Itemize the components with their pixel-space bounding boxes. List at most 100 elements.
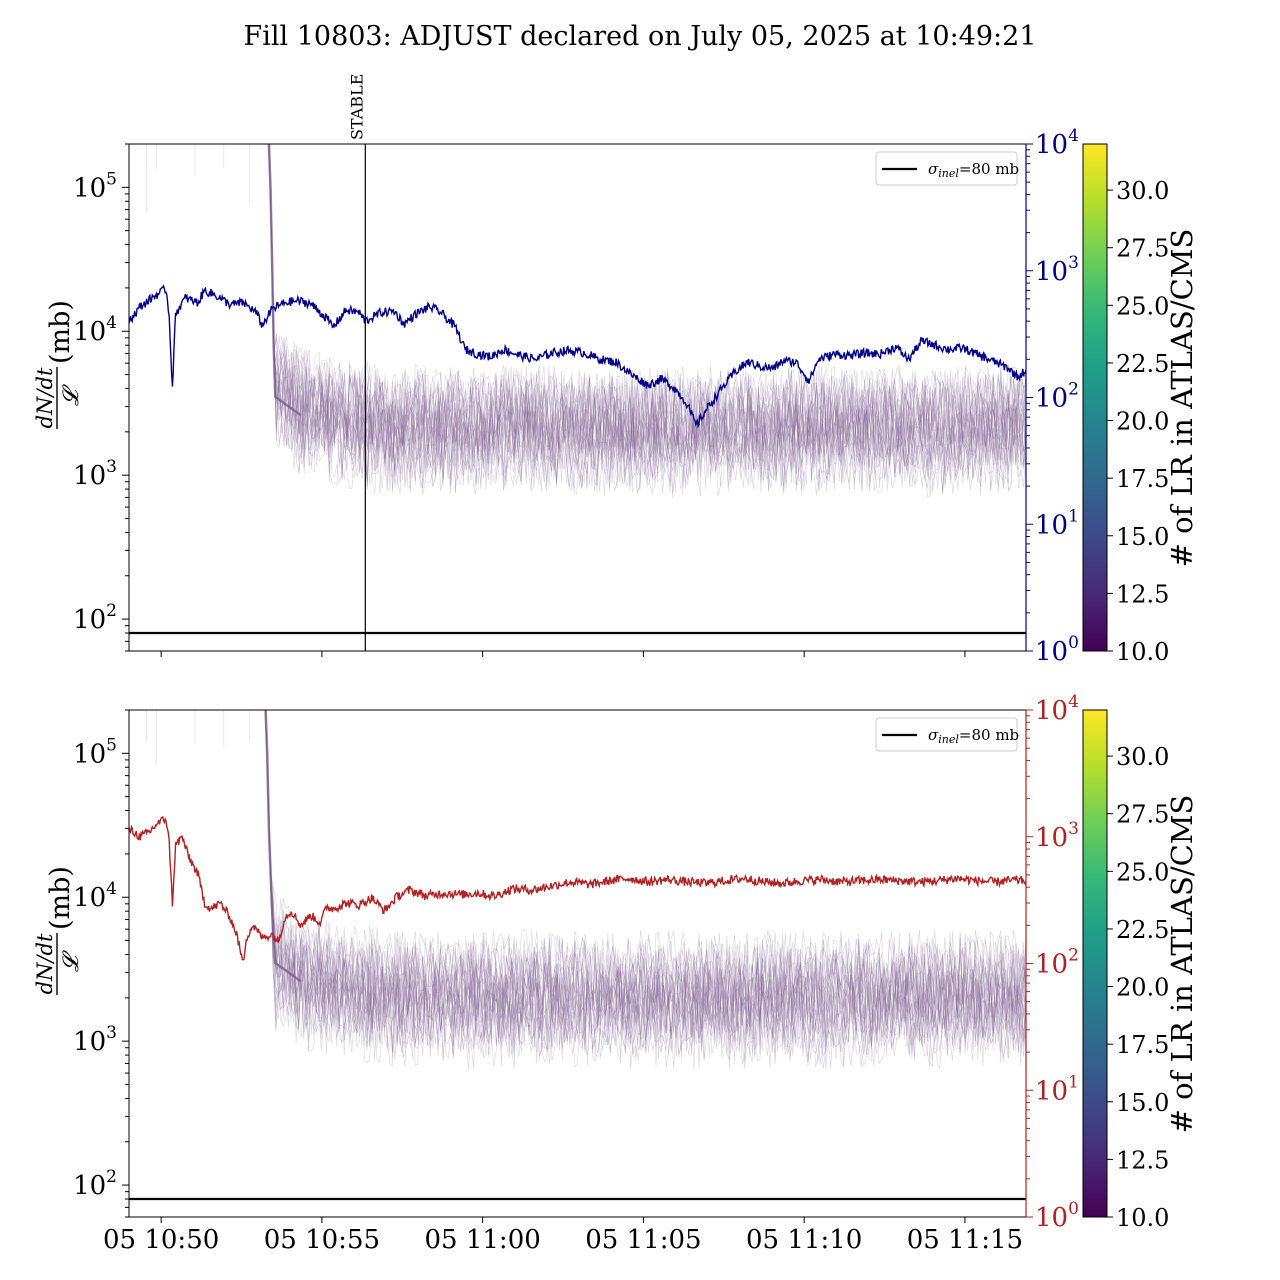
y-tick-label: 105	[73, 169, 117, 203]
colorbar-gradient	[1082, 709, 1108, 1218]
y2-tick-label: 102	[1035, 946, 1079, 980]
colorbar-tick-label: 17.5	[1116, 465, 1169, 493]
y2-tick-label: 102	[1035, 380, 1079, 414]
lr-trace	[265, 710, 1026, 1063]
y2-tick-label: 100	[1035, 633, 1079, 667]
lr-trace	[268, 144, 1026, 492]
lr-trace	[265, 710, 1026, 1039]
colorbar-tick-label: 12.5	[1116, 1146, 1169, 1174]
lr-trace	[268, 144, 1026, 456]
y-ticks-bottom: 102 103 104 105	[73, 709, 129, 1218]
y2-tick-label: 100	[1035, 1199, 1079, 1233]
ylabel-denominator: 𝓛	[59, 950, 84, 972]
colorbar-tick-label: 30.0	[1116, 743, 1169, 771]
lr-trace	[268, 144, 1026, 480]
ylabel-numerator: dN/dt	[33, 367, 57, 428]
colorbar-ticks: 10.0 12.5 15.0 17.5 20.0 22.5 25.0 27.5 30.0	[1107, 743, 1169, 1232]
x-ticks-bottom: 05 10:50 05 10:55 05 11:00 05 11:05 05 11:10…	[103, 1217, 1023, 1255]
colorbar-tick-label: 17.5	[1116, 1031, 1169, 1059]
x-tick-label: 05 11:05	[585, 1225, 701, 1255]
colorbar-tick-label: 27.5	[1116, 801, 1169, 829]
x-ticks-top	[160, 651, 966, 657]
y2-tick-label: 101	[1035, 506, 1079, 540]
lr-trace	[265, 710, 1026, 1016]
colorbar-tick-label: 15.0	[1116, 523, 1169, 551]
lr-trace	[268, 144, 1026, 461]
lr-trace	[268, 144, 1026, 452]
lr-trace	[268, 144, 1026, 488]
lr-trace	[265, 710, 1026, 1040]
lr-trace	[265, 710, 1026, 1025]
lr-trace	[265, 710, 1026, 1039]
lr-trace	[265, 710, 1026, 1030]
y-tick-label: 102	[73, 1167, 117, 1201]
colorbar-bottom: 10.0 12.5 15.0 17.5 20.0 22.5 25.0 27.5 30.0 # o…	[1082, 709, 1199, 1232]
lr-trace	[265, 710, 1026, 1070]
x-tick-label: 05 10:50	[103, 1225, 219, 1255]
lr-trace	[268, 144, 1026, 471]
luminous-region-traces-top	[146, 144, 1026, 498]
lr-trace	[265, 710, 1026, 1040]
colorbar-tick-label: 30.0	[1116, 177, 1169, 205]
series-layer-bottom	[129, 815, 1026, 961]
lr-trace	[265, 710, 1026, 1044]
lr-trace	[265, 710, 1026, 1022]
lr-trace	[268, 144, 1026, 455]
lr-trace	[265, 710, 1026, 1057]
y-tick-label: 104	[73, 313, 117, 347]
colorbar-tick-label: 22.5	[1116, 916, 1169, 944]
colorbar-ticks: 10.0 12.5 15.0 17.5 20.0 22.5 25.0 27.5 30.0	[1107, 177, 1169, 666]
legend-label: σinel=80 mb	[928, 160, 1019, 180]
lr-trace	[268, 144, 1026, 495]
lr-entry-trace	[267, 144, 302, 417]
stable-marker-label: STABLE	[347, 74, 366, 140]
y2-ticks-bottom: 100 101 102 103 104	[1025, 692, 1079, 1233]
lr-trace	[268, 144, 1026, 472]
y-tick-label: 104	[73, 879, 117, 913]
y-tick-label: 105	[73, 735, 117, 769]
legend-bottom: σinel=80 mb	[875, 717, 1019, 752]
lr-trace	[265, 710, 1026, 1023]
colorbar-label: # of LR in ATLAS/CMS	[1165, 229, 1199, 568]
lr-trace	[265, 710, 1026, 1044]
y2-tick-label: 103	[1035, 253, 1079, 287]
rate-series-line	[129, 815, 1026, 961]
lr-trace	[265, 710, 1026, 1020]
colorbar-tick-label: 15.0	[1116, 1089, 1169, 1117]
lr-trace	[265, 710, 1026, 1032]
lr-trace	[265, 710, 1026, 1049]
luminous-region-traces-bottom	[146, 710, 1026, 1070]
colorbar-tick-label: 10.0	[1116, 638, 1169, 666]
y2-tick-label: 101	[1035, 1072, 1079, 1106]
y-tick-label: 103	[73, 1023, 117, 1057]
colorbar-top: 10.0 12.5 15.0 17.5 20.0 22.5 25.0 27.5 30.0 # o…	[1082, 143, 1199, 666]
legend-top: σinel=80 mb	[875, 151, 1019, 186]
ylabel-numerator: dN/dt	[33, 933, 57, 994]
colorbar-tick-label: 20.0	[1116, 974, 1169, 1002]
lr-trace	[265, 710, 1026, 1055]
rate-series-line	[129, 284, 1026, 429]
lr-trace	[268, 144, 1026, 471]
lr-trace	[268, 144, 1026, 492]
lr-trace	[265, 710, 1026, 1034]
series-layer-top	[129, 284, 1026, 429]
colorbar-tick-label: 27.5	[1116, 235, 1169, 263]
colorbar-tick-label: 22.5	[1116, 350, 1169, 378]
lr-trace	[265, 710, 1026, 1050]
colorbar-gradient	[1082, 143, 1108, 652]
lr-trace	[268, 144, 1026, 453]
colorbar-tick-label: 10.0	[1116, 1204, 1169, 1232]
ylabel-denominator: 𝓛	[59, 384, 84, 406]
lr-trace	[268, 144, 1026, 453]
top-panel: STABLE 102 103 104 105 100 101 102 103 104 dN/d…	[33, 74, 1079, 667]
lr-trace	[268, 144, 1026, 470]
chart-title: Fill 10803: ADJUST declared on July 05, …	[244, 21, 1037, 52]
lr-trace	[265, 710, 1026, 1059]
y2-tick-label: 103	[1035, 819, 1079, 853]
colorbar-tick-label: 25.0	[1116, 292, 1169, 320]
lr-trace	[268, 144, 1026, 498]
y-tick-label: 103	[73, 457, 117, 491]
y2-ticks-top: 100 101 102 103 104	[1025, 126, 1079, 667]
